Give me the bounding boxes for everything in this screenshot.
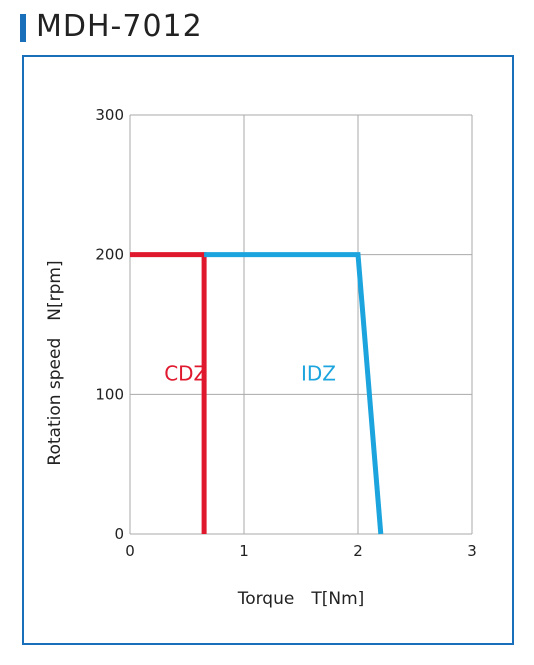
region-label-cdz: CDZ — [164, 361, 207, 385]
title-accent-bar — [20, 14, 26, 42]
x-tick-label: 1 — [239, 542, 249, 560]
y-tick-label: 300 — [95, 106, 124, 124]
y-axis-label: Rotation speed N[rpm] — [45, 260, 65, 465]
x-tick-labels: 0 1 2 3 — [125, 542, 477, 560]
y-tick-label: 100 — [95, 385, 124, 403]
series-line-idz — [204, 252, 384, 535]
page-title: MDH-7012 — [36, 9, 203, 44]
chart-grid — [129, 114, 473, 535]
chart-frame — [22, 55, 514, 645]
x-axis-label: Torque T[Nm] — [237, 589, 365, 609]
y-tick-labels: 0 100 200 300 — [95, 106, 124, 543]
y-tick-label: 0 — [114, 525, 124, 543]
x-tick-label: 0 — [125, 542, 135, 560]
chart-annotations: CDZ IDZ — [164, 361, 336, 385]
y-tick-label: 200 — [95, 246, 124, 264]
x-tick-label: 2 — [353, 542, 363, 560]
x-tick-label: 3 — [467, 542, 477, 560]
chart-series — [130, 252, 384, 535]
region-label-idz: IDZ — [301, 361, 336, 385]
